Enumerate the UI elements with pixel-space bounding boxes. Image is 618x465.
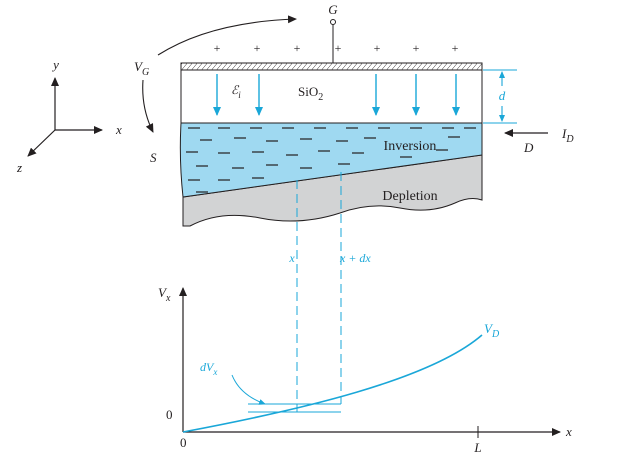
position-guides (296, 172, 342, 412)
gate-contact-icon (330, 19, 336, 25)
plot-x-zero: 0 (180, 435, 187, 450)
oxide-field-arrows (213, 74, 460, 116)
z-axis-label: z (16, 160, 22, 175)
x-plus-dx-label: x + dx (339, 251, 371, 265)
inversion-label: Inversion (384, 139, 437, 154)
plus-sign: + (452, 41, 459, 55)
oxide-thickness-dimension: d (483, 69, 517, 124)
plus-sign: + (374, 41, 381, 55)
vg-label: VG (134, 59, 149, 78)
depletion-region (182, 154, 483, 227)
gate-label: G (328, 2, 338, 17)
x-axis-label: x (115, 122, 122, 137)
gate-metal (180, 62, 483, 71)
plus-sign: + (254, 41, 261, 55)
coordinate-axes: y x z (16, 57, 122, 175)
dvx-label: dVx (200, 360, 217, 377)
thickness-label: d (499, 88, 506, 103)
voltage-plot: Vx x 0 0 L VD dVx (158, 285, 572, 455)
L-label: L (473, 440, 481, 455)
plus-sign: + (413, 41, 420, 55)
dvx-increment (231, 374, 341, 413)
gate-terminal: G (328, 2, 338, 63)
semiconductor-body: Inversion Depletion (179, 122, 483, 227)
plot-x-label: x (565, 424, 572, 439)
channel-voltage-curve (182, 334, 483, 433)
plus-sign: + (214, 41, 221, 55)
inversion-electrons (186, 127, 476, 193)
plus-sign: + (335, 41, 342, 55)
oxide-layer (180, 69, 483, 124)
plot-y-label: Vx (158, 285, 171, 304)
plus-sign: + (294, 41, 301, 55)
drain-current-label: ID (561, 126, 574, 145)
vd-label: VD (484, 321, 500, 340)
gate-charges: + + + + + + + (214, 41, 459, 55)
gate-voltage-arc: VG S (134, 15, 297, 165)
source-label: S (150, 150, 157, 165)
plot-y-zero: 0 (166, 407, 173, 422)
x-position-label: x (288, 251, 295, 265)
field-symbol: ℰi (231, 83, 241, 100)
drain-label: D (523, 140, 534, 155)
sio2-label: SiO2 (298, 84, 323, 103)
y-axis-label: y (51, 57, 59, 72)
drain-current: ID D (504, 126, 574, 155)
depletion-label: Depletion (382, 189, 437, 204)
